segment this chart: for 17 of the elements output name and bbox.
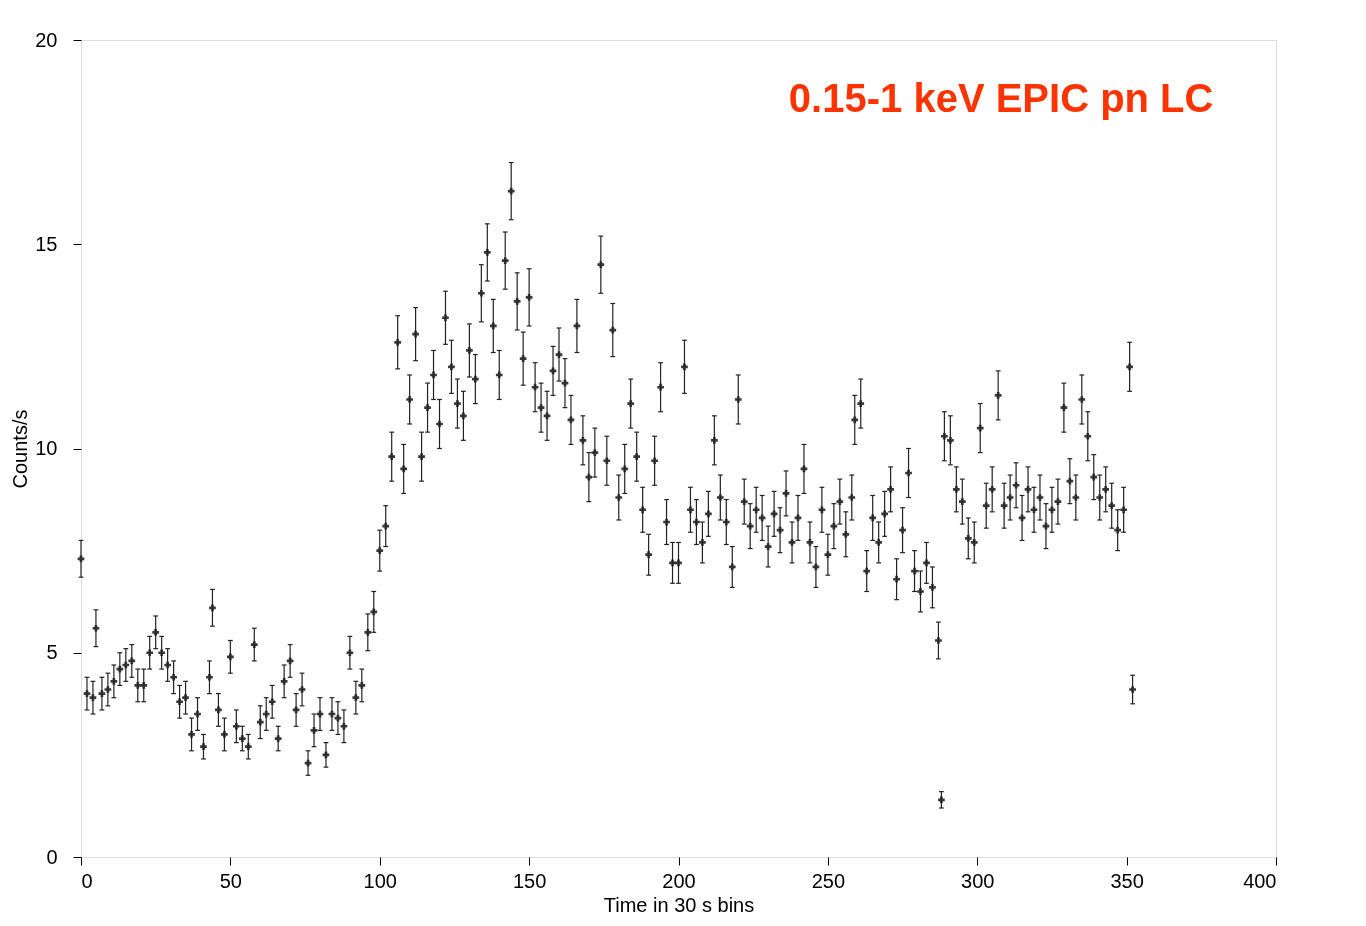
y-tick-label: 20 (35, 28, 58, 51)
x-axis-title: Time in 30 s bins (603, 893, 755, 916)
x-tick-label: 0 (81, 869, 93, 892)
x-tick-label: 250 (811, 869, 846, 892)
y-tick-label: 15 (35, 232, 58, 255)
y-tick-label: 5 (46, 641, 58, 664)
y-tick-label: 10 (35, 437, 58, 459)
x-tick-label: 100 (363, 869, 397, 892)
x-tick-label: 150 (512, 869, 547, 892)
y-axis-title: Counts/s (9, 409, 32, 489)
x-tick-label: 300 (961, 869, 995, 892)
x-tick-label: 400 (1243, 869, 1277, 892)
x-tick-label: 200 (662, 869, 696, 892)
y-tick-label: 0 (46, 845, 58, 868)
x-tick-label: 50 (219, 869, 242, 892)
x-tick-label: 350 (1110, 869, 1144, 892)
text: 0.15-1 keV EPIC pn LC (788, 76, 1214, 120)
